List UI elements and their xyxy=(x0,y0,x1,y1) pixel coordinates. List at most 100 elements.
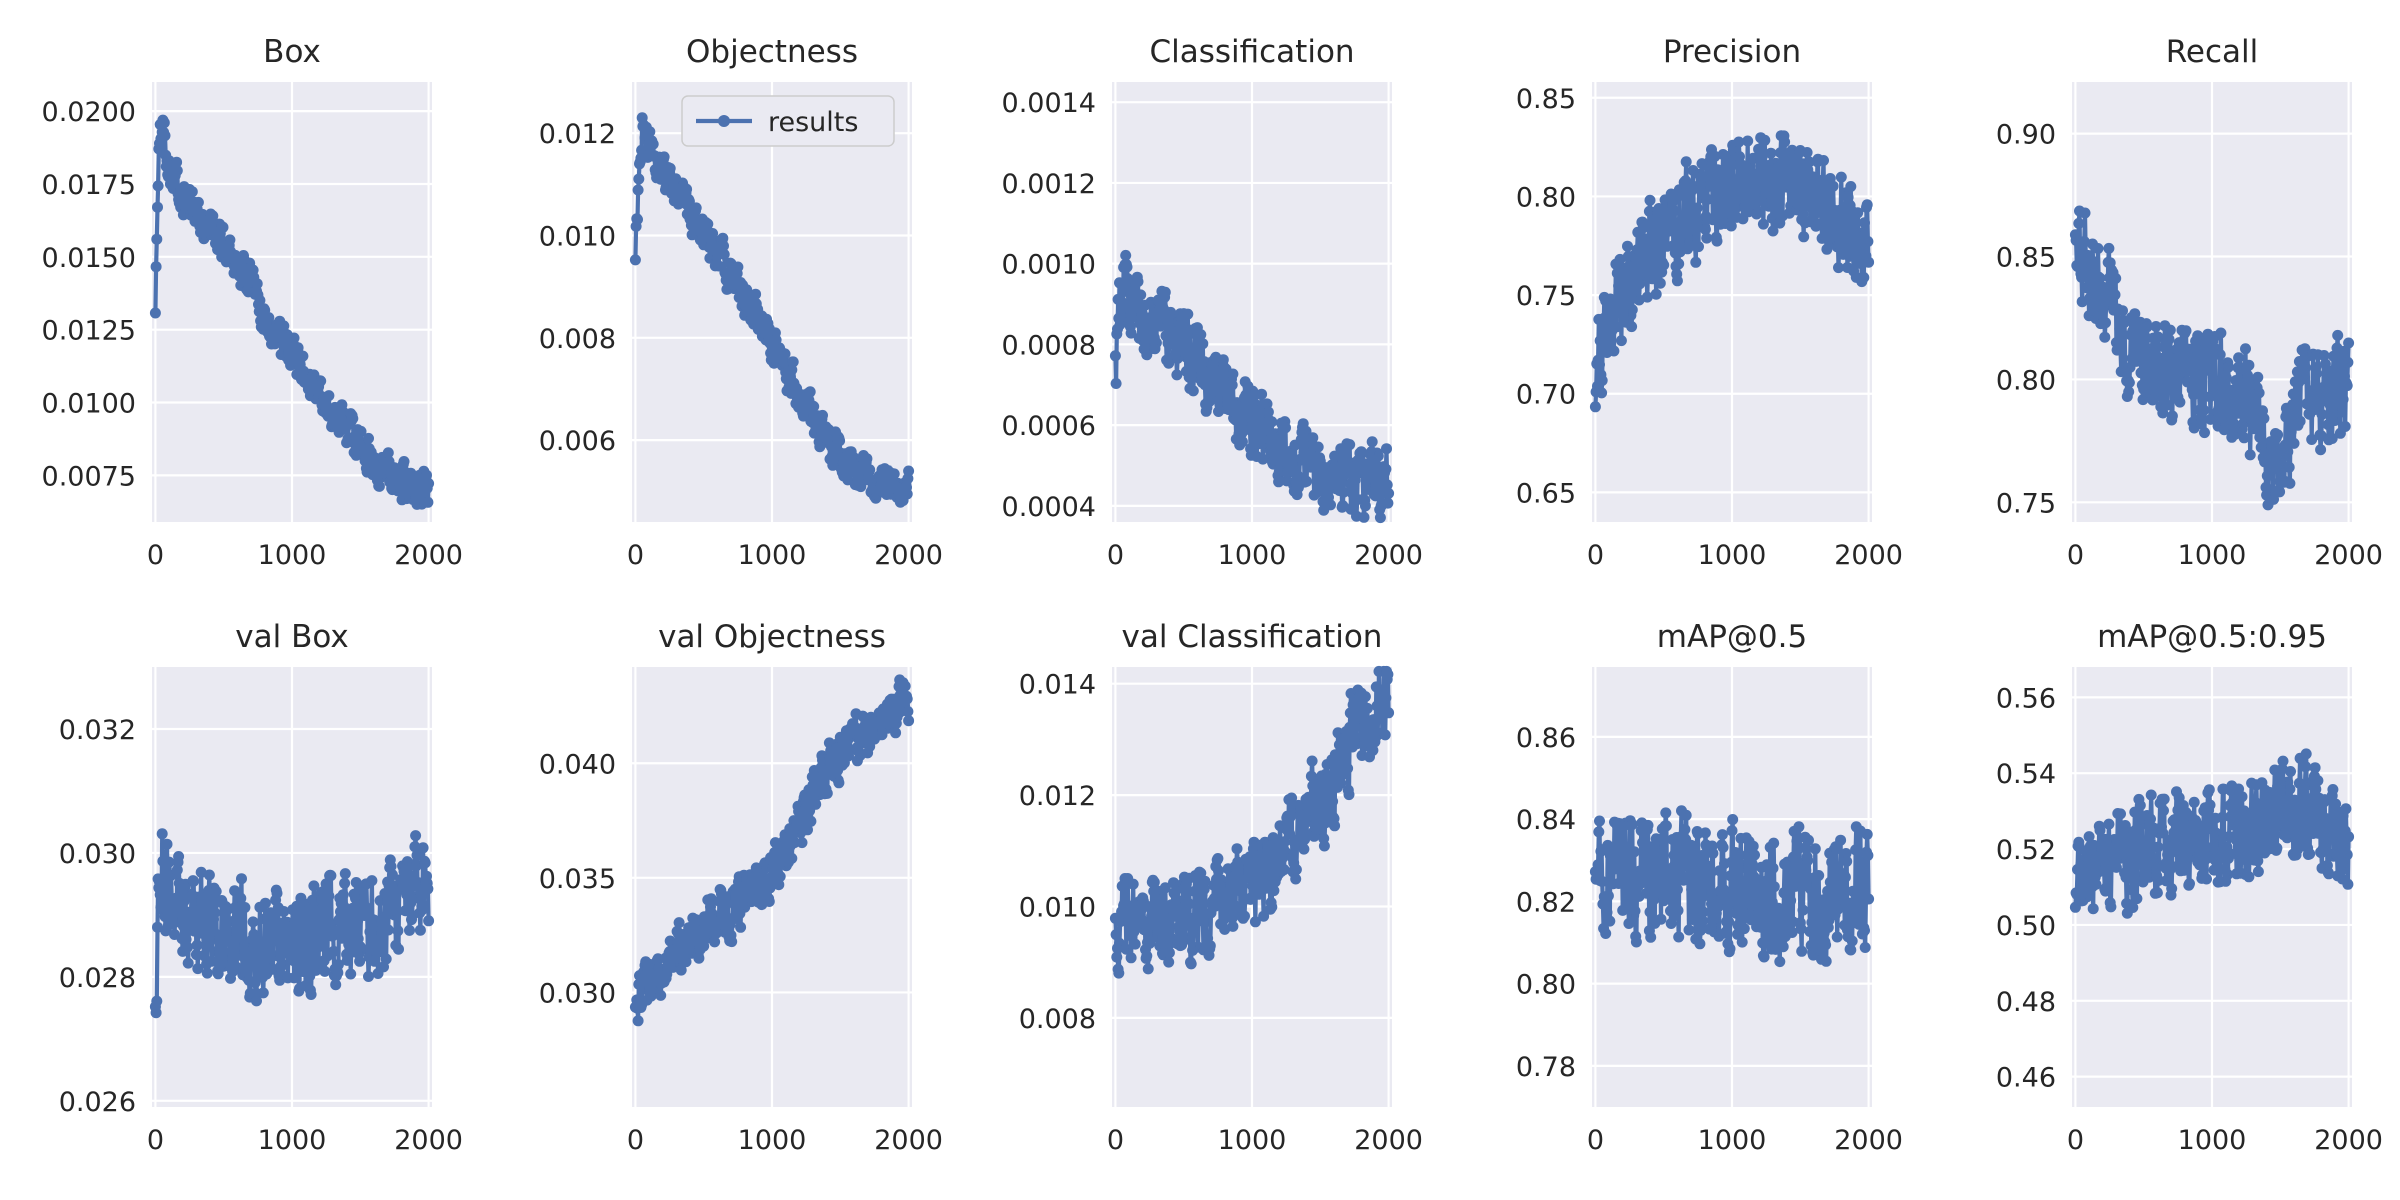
x-tick-label: 0 xyxy=(2067,540,2084,571)
y-tick-label: 0.014 xyxy=(1019,670,1096,701)
legend: results xyxy=(681,95,895,147)
y-tick-label: 0.56 xyxy=(1996,683,2056,714)
y-tick-label: 0.84 xyxy=(1516,805,1576,836)
subplot-val-classification: 0.008 0.010 0.012 0.014 0 1000 2000 val Classif… xyxy=(1019,619,1423,1156)
subplot-box: 0.0075 0.0100 0.0125 0.0150 0.0175 0.0200 0 100… xyxy=(42,34,463,571)
y-tick-label: 0.50 xyxy=(1996,911,2056,942)
y-tick-label: 0.85 xyxy=(1516,84,1576,115)
y-tick-label: 0.010 xyxy=(539,221,616,252)
x-tick-label: 2000 xyxy=(394,1125,463,1156)
y-tick-label: 0.0010 xyxy=(1002,250,1096,281)
y-tick-label: 0.85 xyxy=(1996,243,2056,274)
subplot-classification: 0.0004 0.0006 0.0008 0.0010 0.0012 0.0014 0 100… xyxy=(1002,34,1423,571)
y-tick-label: 0.0006 xyxy=(1002,411,1096,442)
subplot-map-0-5: 0.78 0.80 0.82 0.84 0.86 0 1000 2000 mAP@0.5 xyxy=(1516,619,1903,1156)
subplot-title: Precision xyxy=(1663,34,1801,70)
x-tick-label: 0 xyxy=(147,1125,164,1156)
subplot-precision: 0.65 0.70 0.75 0.80 0.85 0 1000 2000 Precision xyxy=(1516,34,1903,571)
y-tick-label: 0.80 xyxy=(1996,365,2056,396)
y-tick-label: 0.86 xyxy=(1516,723,1576,754)
y-tick-label: 0.80 xyxy=(1516,182,1576,213)
series-line xyxy=(2073,208,2351,507)
y-tick-label: 0.65 xyxy=(1516,478,1576,509)
x-tick-label: 0 xyxy=(2067,1125,2084,1156)
series-line xyxy=(153,831,431,1015)
series-line xyxy=(1113,253,1391,520)
series-line xyxy=(633,115,911,505)
y-tick-label: 0.006 xyxy=(539,426,616,457)
series-line xyxy=(153,118,431,507)
legend-label: results xyxy=(768,107,858,138)
legend-marker xyxy=(718,115,730,127)
x-tick-label: 0 xyxy=(627,540,644,571)
subplot-title: val Objectness xyxy=(658,619,886,655)
y-tick-label: 0.82 xyxy=(1516,887,1576,918)
x-tick-label: 2000 xyxy=(2314,540,2383,571)
x-tick-label: 1000 xyxy=(1218,1125,1287,1156)
x-tick-label: 1000 xyxy=(2178,1125,2247,1156)
subplot-title: mAP@0.5:0.95 xyxy=(2097,619,2327,655)
x-tick-label: 1000 xyxy=(2178,540,2247,571)
y-tick-label: 0.0200 xyxy=(42,97,136,128)
subplot-title: Recall xyxy=(2166,34,2259,70)
x-tick-label: 1000 xyxy=(738,540,807,571)
subplot-map-0-5-0-95: 0.46 0.48 0.50 0.52 0.54 0.56 0 1000 2000 mAP@0.5… xyxy=(1996,619,2383,1156)
subplot-title: val Box xyxy=(235,619,348,655)
subplot-title: Box xyxy=(263,34,321,70)
x-tick-label: 0 xyxy=(1587,1125,1604,1156)
x-tick-label: 2000 xyxy=(1354,540,1423,571)
y-tick-label: 0.010 xyxy=(1019,892,1096,923)
y-tick-label: 0.0100 xyxy=(42,389,136,420)
x-tick-label: 2000 xyxy=(874,1125,943,1156)
y-tick-label: 0.78 xyxy=(1516,1052,1576,1083)
y-tick-label: 0.48 xyxy=(1996,987,2056,1018)
y-tick-label: 0.032 xyxy=(59,715,136,746)
subplot-recall: 0.75 0.80 0.85 0.90 0 1000 2000 Recall xyxy=(1996,34,2383,571)
y-tick-label: 0.0150 xyxy=(42,243,136,274)
x-tick-label: 0 xyxy=(627,1125,644,1156)
y-tick-label: 0.030 xyxy=(59,839,136,870)
x-tick-label: 1000 xyxy=(738,1125,807,1156)
y-tick-label: 0.70 xyxy=(1516,380,1576,411)
y-tick-label: 0.0175 xyxy=(42,170,136,201)
subplot-title: mAP@0.5 xyxy=(1657,619,1807,655)
y-tick-label: 0.028 xyxy=(59,963,136,994)
y-tick-label: 0.008 xyxy=(1019,1004,1096,1035)
y-tick-label: 0.0004 xyxy=(1002,492,1096,523)
x-tick-label: 2000 xyxy=(1834,540,1903,571)
y-tick-label: 0.0012 xyxy=(1002,169,1096,200)
x-tick-label: 2000 xyxy=(394,540,463,571)
subplot-val-objectness: 0.030 0.035 0.040 0 1000 2000 val Objectness xyxy=(539,619,943,1156)
x-tick-label: 1000 xyxy=(1698,1125,1767,1156)
subplot-title: Classification xyxy=(1149,34,1354,70)
y-tick-label: 0.012 xyxy=(539,119,616,150)
subplot-title: Objectness xyxy=(686,34,858,70)
x-tick-label: 2000 xyxy=(874,540,943,571)
subplot-objectness: 0.006 0.008 0.010 0.012 0 1000 2000 Objectness r… xyxy=(539,34,943,571)
x-tick-label: 0 xyxy=(1107,1125,1124,1156)
y-tick-label: 0.46 xyxy=(1996,1063,2056,1094)
y-tick-label: 0.030 xyxy=(539,978,616,1009)
subplot-title: val Classification xyxy=(1122,619,1383,655)
y-tick-label: 0.52 xyxy=(1996,835,2056,866)
y-tick-label: 0.035 xyxy=(539,864,616,895)
subplot-val-box: 0.026 0.028 0.030 0.032 0 1000 2000 val Box xyxy=(59,619,463,1156)
y-tick-label: 0.0125 xyxy=(42,316,136,347)
y-tick-label: 0.026 xyxy=(59,1087,136,1118)
series-line xyxy=(1593,133,1871,407)
x-tick-label: 2000 xyxy=(1834,1125,1903,1156)
legend-box xyxy=(681,95,895,147)
x-tick-label: 1000 xyxy=(258,540,327,571)
y-tick-label: 0.75 xyxy=(1516,281,1576,312)
x-tick-label: 2000 xyxy=(2314,1125,2383,1156)
y-tick-label: 0.80 xyxy=(1516,970,1576,1001)
y-tick-label: 0.0014 xyxy=(1002,88,1096,119)
y-tick-label: 0.54 xyxy=(1996,759,2056,790)
y-tick-label: 0.75 xyxy=(1996,488,2056,519)
y-tick-label: 0.040 xyxy=(539,749,616,780)
x-tick-label: 0 xyxy=(1107,540,1124,571)
y-tick-label: 0.008 xyxy=(539,324,616,355)
y-tick-label: 0.0075 xyxy=(42,461,136,492)
x-tick-label: 1000 xyxy=(1218,540,1287,571)
